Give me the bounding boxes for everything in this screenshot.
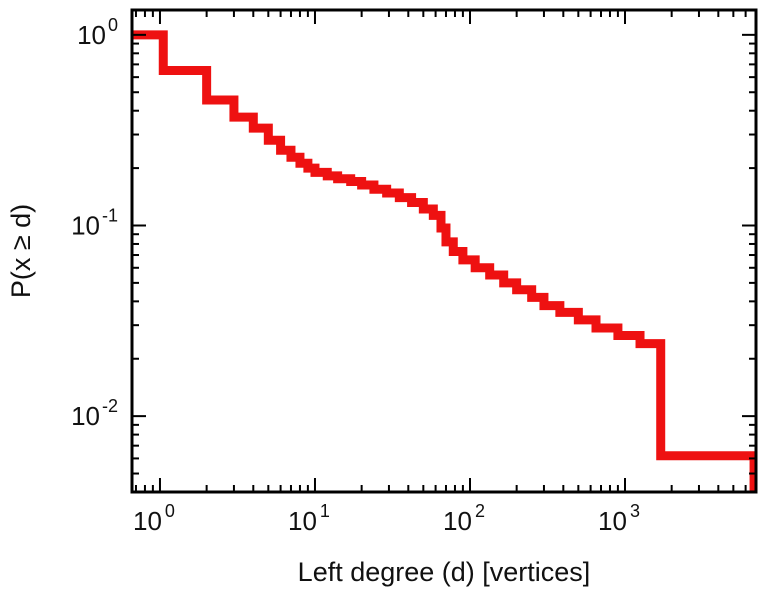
tick-labels: 10 0 10 1 10 2 10 3 10 0 10 -1 10 -2	[71, 15, 640, 536]
y-tick-label: 10 -1	[71, 205, 118, 240]
x-axis-label: Left degree (d) [vertices]	[298, 557, 591, 587]
ccdf-series-line	[132, 30, 756, 492]
x-tick-label: 10 1	[288, 501, 330, 536]
data-series	[132, 30, 756, 492]
plot-border	[130, 8, 758, 494]
x-tick-label: 10 2	[443, 501, 485, 536]
y-tick-label: 10 -2	[71, 396, 118, 431]
y-tick-label: 10 0	[77, 15, 118, 50]
y-axis-label: P(x ≥ d)	[6, 204, 36, 298]
x-tick-label: 10 3	[598, 501, 640, 536]
x-tick-label: 10 0	[133, 501, 175, 536]
